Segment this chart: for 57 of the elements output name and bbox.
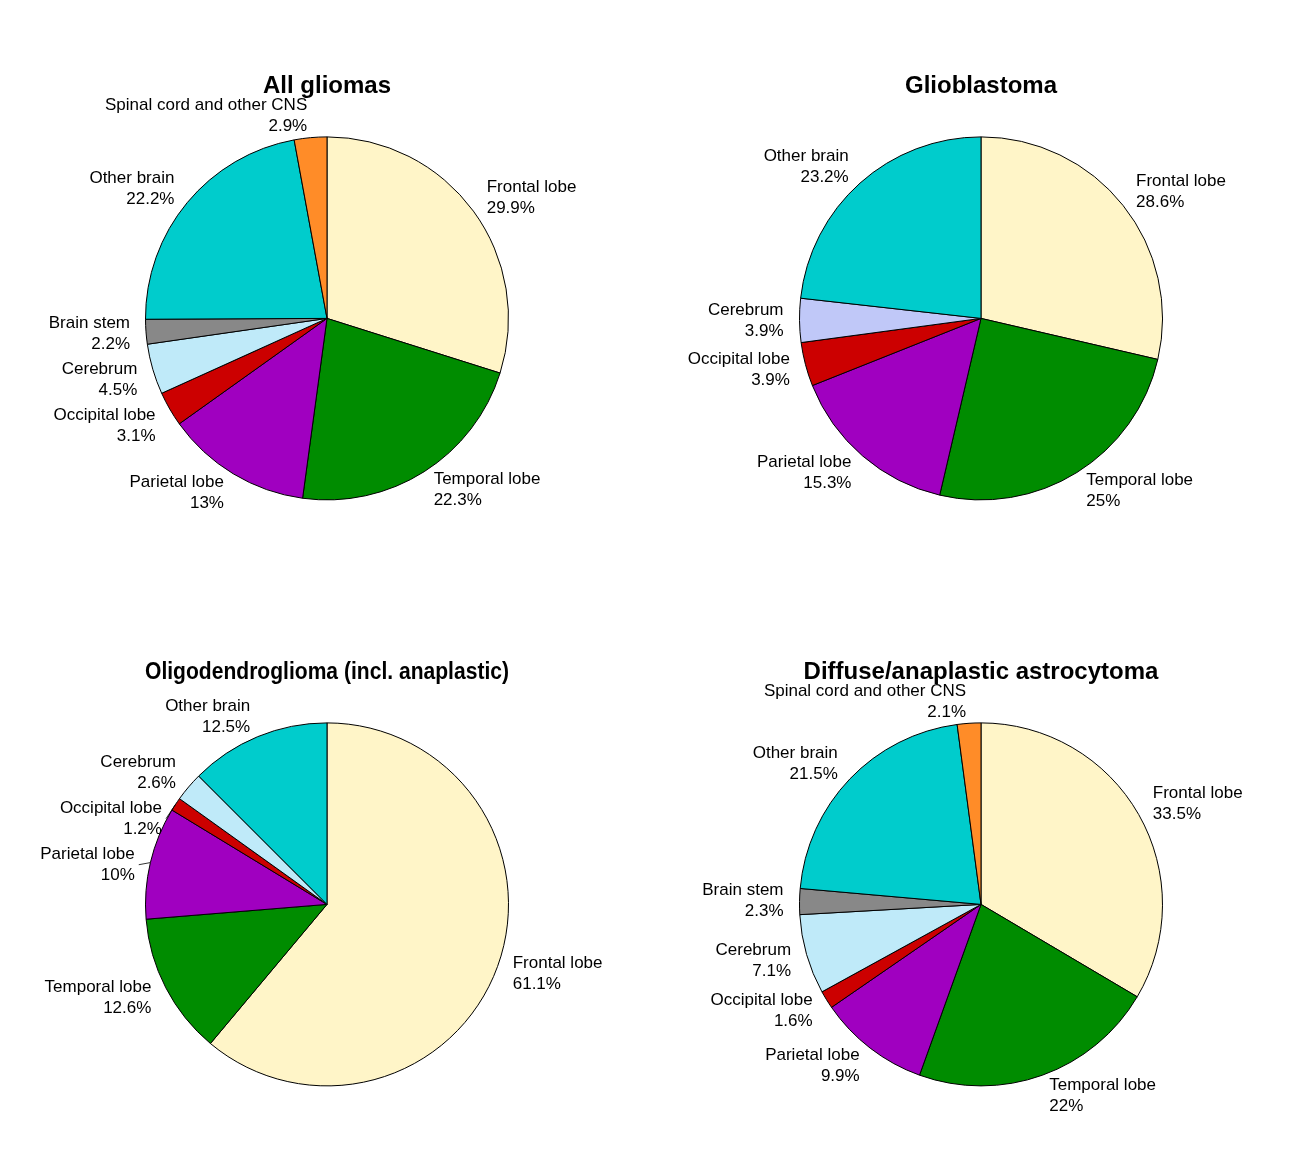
data-label: 12.6% — [103, 998, 152, 1018]
slice-label: Temporal lobe — [44, 977, 152, 997]
data-label: 28.6% — [1136, 191, 1185, 211]
slice-label: Cerebrum — [707, 299, 784, 319]
slice-label: Parietal lobe — [765, 1044, 860, 1064]
slice-label: Frontal lobe — [486, 177, 577, 197]
slice-label: Occipital lobe — [687, 349, 790, 369]
data-label: 7.1% — [752, 960, 792, 980]
data-label: 12.5% — [201, 716, 251, 736]
data-label: 13% — [189, 492, 224, 512]
data-label: 3.9% — [751, 370, 790, 390]
slice-label: Cerebrum — [61, 358, 138, 378]
slice-label: Temporal lobe — [433, 469, 541, 489]
data-label: 15.3% — [803, 472, 852, 492]
slice-label: Occipital lobe — [710, 990, 813, 1010]
slice-label: Temporal lobe — [1086, 470, 1194, 490]
data-label: 9.9% — [820, 1065, 860, 1085]
data-label: 25% — [1086, 491, 1121, 511]
slice-label: Other brain — [165, 695, 251, 715]
slice-label: Brain stem — [702, 880, 784, 900]
data-label: 3.9% — [744, 320, 784, 340]
data-label: 2.9% — [268, 115, 308, 135]
slice-label: Cerebrum — [715, 939, 792, 959]
slice-label: Other brain — [89, 167, 175, 187]
data-label: 2.3% — [744, 901, 784, 921]
slice-label: Parietal lobe — [756, 451, 852, 471]
slice-label: Frontal lobe — [1136, 170, 1226, 190]
data-label: 2.2% — [91, 333, 131, 353]
data-label: 21.5% — [789, 763, 838, 783]
data-label: 22.2% — [126, 188, 175, 208]
data-label: 1.2% — [123, 818, 162, 838]
slice-label: Parietal lobe — [40, 843, 135, 863]
data-label: 2.1% — [927, 701, 967, 721]
slice-label: Temporal lobe — [1049, 1075, 1156, 1095]
slice-label: Cerebrum — [100, 751, 176, 771]
slice-label: Brain stem — [48, 312, 131, 332]
data-label: 33.5% — [1152, 803, 1202, 823]
data-label: 10% — [100, 864, 135, 884]
data-label: 2.6% — [137, 772, 176, 792]
data-label: 22.3% — [433, 490, 482, 510]
slice-label: Parietal lobe — [129, 471, 224, 491]
data-label: 29.9% — [486, 198, 535, 218]
data-label: 23.2% — [800, 166, 849, 186]
slice-label: Occipital lobe — [59, 797, 162, 817]
data-label: 1.6% — [773, 1011, 813, 1031]
slice-label: Other brain — [763, 145, 849, 165]
data-label: 22% — [1049, 1096, 1084, 1116]
slice-label: Frontal lobe — [512, 953, 603, 973]
data-label: 3.1% — [116, 425, 156, 445]
chart-title: Glioblastoma — [904, 71, 1058, 99]
chart-title: Diffuse/anaplastic astrocytoma — [803, 657, 1160, 685]
data-label: 4.5% — [98, 379, 138, 399]
data-label: 61.1% — [512, 974, 561, 994]
slice-label: Occipital lobe — [53, 404, 156, 424]
chart-title: Oligodendroglioma (incl. anaplastic) — [145, 657, 509, 685]
slice-label: Other brain — [752, 742, 838, 762]
slice-label: Frontal lobe — [1152, 782, 1243, 802]
